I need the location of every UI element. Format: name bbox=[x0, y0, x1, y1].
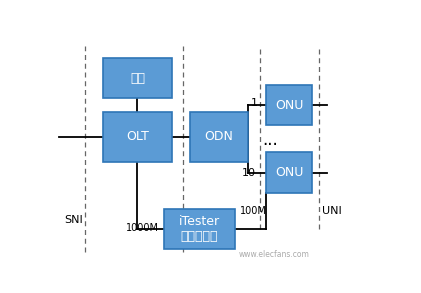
Text: ONU: ONU bbox=[275, 99, 304, 112]
FancyBboxPatch shape bbox=[190, 112, 248, 161]
Text: OLT: OLT bbox=[126, 130, 149, 143]
FancyBboxPatch shape bbox=[266, 85, 312, 125]
FancyBboxPatch shape bbox=[266, 152, 312, 193]
Text: 10: 10 bbox=[242, 168, 256, 178]
Text: iTester
网络测试仪: iTester 网络测试仪 bbox=[179, 215, 220, 243]
Text: 1: 1 bbox=[251, 98, 258, 108]
Text: 100M: 100M bbox=[240, 206, 267, 216]
FancyBboxPatch shape bbox=[103, 112, 172, 161]
Text: ONU: ONU bbox=[275, 166, 304, 179]
Text: ODN: ODN bbox=[205, 130, 234, 143]
Text: www.elecfans.com: www.elecfans.com bbox=[239, 250, 310, 258]
Text: 网管: 网管 bbox=[130, 71, 145, 84]
FancyBboxPatch shape bbox=[103, 58, 172, 98]
Text: SNI: SNI bbox=[64, 215, 83, 225]
Text: ···: ··· bbox=[263, 136, 278, 154]
Text: 1000M: 1000M bbox=[125, 223, 159, 233]
FancyBboxPatch shape bbox=[164, 209, 235, 250]
Text: UNI: UNI bbox=[322, 206, 341, 216]
